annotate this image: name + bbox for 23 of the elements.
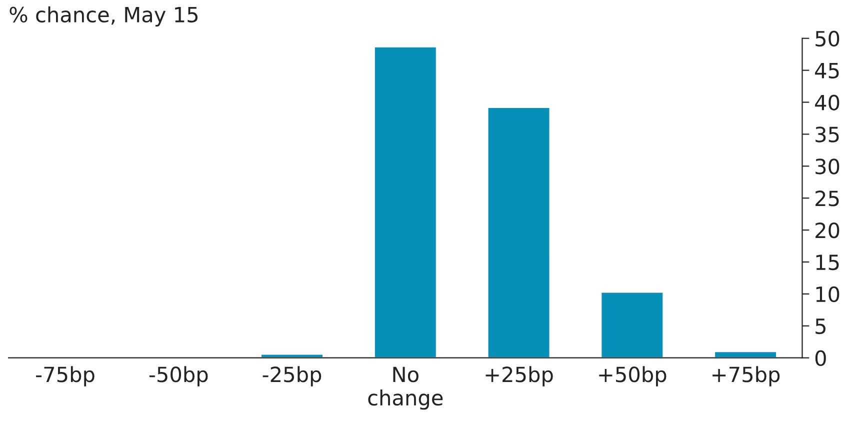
y-tick-label: 25 — [816, 190, 839, 206]
x-tick-label: No change — [368, 366, 443, 410]
y-tick-label: 35 — [816, 126, 839, 142]
x-tick-label: -25bp — [262, 366, 322, 386]
y-tick-label: 20 — [816, 222, 840, 238]
x-tick-label: -50bp — [149, 366, 208, 386]
x-tick-label: +50bp — [599, 366, 666, 386]
y-tick-label: 0 — [815, 350, 826, 366]
y-tick-label: 40 — [815, 94, 840, 110]
bar — [600, 291, 664, 358]
chart-title: % chance, May 15 — [10, 6, 198, 27]
bar — [374, 46, 438, 358]
y-tick-label: 45 — [815, 63, 839, 78]
y-tick-label: 10 — [816, 286, 840, 302]
x-tick-label: +75bp — [712, 366, 780, 386]
y-tick-label: 5 — [816, 318, 826, 334]
x-tick-label: -75bp — [36, 366, 94, 386]
x-tick-label: +25bp — [486, 366, 553, 386]
bar — [486, 106, 551, 358]
bar — [714, 350, 778, 358]
y-tick-label: 50 — [816, 30, 840, 47]
y-tick-label: 15 — [816, 254, 839, 270]
y-tick-label: 30 — [816, 158, 840, 174]
